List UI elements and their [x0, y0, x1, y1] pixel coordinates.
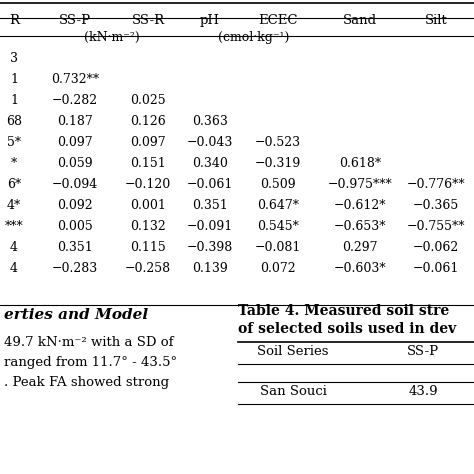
- Text: pH: pH: [200, 14, 220, 27]
- Text: 0.732**: 0.732**: [51, 73, 99, 86]
- Text: R: R: [9, 14, 19, 27]
- Text: SS-P: SS-P: [59, 14, 91, 27]
- Text: 0.545*: 0.545*: [257, 220, 299, 233]
- Text: 4: 4: [10, 241, 18, 254]
- Text: −0.398: −0.398: [187, 241, 233, 254]
- Text: −0.062: −0.062: [413, 241, 459, 254]
- Text: 43.9: 43.9: [408, 385, 438, 398]
- Text: 68: 68: [6, 115, 22, 128]
- Text: San Souci: San Souci: [260, 385, 327, 398]
- Text: 0.647*: 0.647*: [257, 199, 299, 212]
- Text: −0.091: −0.091: [187, 220, 233, 233]
- Text: 0.509: 0.509: [260, 178, 296, 191]
- Text: −0.282: −0.282: [52, 94, 98, 107]
- Text: *: *: [11, 157, 17, 170]
- Text: −0.081: −0.081: [255, 241, 301, 254]
- Text: ranged from 11.7° - 43.5°: ranged from 11.7° - 43.5°: [4, 356, 177, 369]
- Text: of selected soils used in dev: of selected soils used in dev: [238, 322, 456, 336]
- Text: 1: 1: [10, 94, 18, 107]
- Text: 0.351: 0.351: [57, 241, 93, 254]
- Text: −0.776**: −0.776**: [407, 178, 465, 191]
- Text: 3: 3: [10, 52, 18, 65]
- Text: 0.618*: 0.618*: [339, 157, 381, 170]
- Text: 0.001: 0.001: [130, 199, 166, 212]
- Text: −0.283: −0.283: [52, 262, 98, 275]
- Text: 0.092: 0.092: [57, 199, 93, 212]
- Text: −0.319: −0.319: [255, 157, 301, 170]
- Text: −0.612*: −0.612*: [334, 199, 386, 212]
- Text: 0.187: 0.187: [57, 115, 93, 128]
- Text: 0.139: 0.139: [192, 262, 228, 275]
- Text: −0.043: −0.043: [187, 136, 233, 149]
- Text: 4: 4: [10, 262, 18, 275]
- Text: SS-R: SS-R: [131, 14, 164, 27]
- Text: erties and Model: erties and Model: [4, 308, 148, 322]
- Text: 0.005: 0.005: [57, 220, 93, 233]
- Text: −0.603*: −0.603*: [334, 262, 386, 275]
- Text: −0.061: −0.061: [413, 262, 459, 275]
- Text: −0.653*: −0.653*: [334, 220, 386, 233]
- Text: 0.363: 0.363: [192, 115, 228, 128]
- Text: (kN·m⁻²): (kN·m⁻²): [83, 31, 139, 44]
- Text: 0.126: 0.126: [130, 115, 166, 128]
- Text: (cmol·kg⁻¹): (cmol·kg⁻¹): [219, 31, 290, 44]
- Text: 5*: 5*: [7, 136, 21, 149]
- Text: Soil Series: Soil Series: [257, 345, 329, 358]
- Text: 0.072: 0.072: [260, 262, 296, 275]
- Text: Silt: Silt: [425, 14, 447, 27]
- Text: −0.755**: −0.755**: [407, 220, 465, 233]
- Text: 0.097: 0.097: [130, 136, 166, 149]
- Text: Table 4. Measured soil stre: Table 4. Measured soil stre: [238, 304, 449, 318]
- Text: −0.975***: −0.975***: [328, 178, 392, 191]
- Text: 4*: 4*: [7, 199, 21, 212]
- Text: −0.061: −0.061: [187, 178, 233, 191]
- Text: ***: ***: [5, 220, 23, 233]
- Text: . Peak FA showed strong: . Peak FA showed strong: [4, 376, 169, 389]
- Text: 0.297: 0.297: [342, 241, 378, 254]
- Text: 0.351: 0.351: [192, 199, 228, 212]
- Text: 0.059: 0.059: [57, 157, 93, 170]
- Text: −0.523: −0.523: [255, 136, 301, 149]
- Text: 0.025: 0.025: [130, 94, 166, 107]
- Text: 0.340: 0.340: [192, 157, 228, 170]
- Text: −0.120: −0.120: [125, 178, 171, 191]
- Text: Sand: Sand: [343, 14, 377, 27]
- Text: SS-P: SS-P: [407, 345, 439, 358]
- Text: 0.115: 0.115: [130, 241, 166, 254]
- Text: −0.258: −0.258: [125, 262, 171, 275]
- Text: 1: 1: [10, 73, 18, 86]
- Text: ECEC: ECEC: [258, 14, 298, 27]
- Text: 6*: 6*: [7, 178, 21, 191]
- Text: 0.132: 0.132: [130, 220, 166, 233]
- Text: 0.151: 0.151: [130, 157, 166, 170]
- Text: 0.097: 0.097: [57, 136, 93, 149]
- Text: −0.094: −0.094: [52, 178, 98, 191]
- Text: 49.7 kN·m⁻² with a SD of: 49.7 kN·m⁻² with a SD of: [4, 336, 173, 349]
- Text: −0.365: −0.365: [413, 199, 459, 212]
